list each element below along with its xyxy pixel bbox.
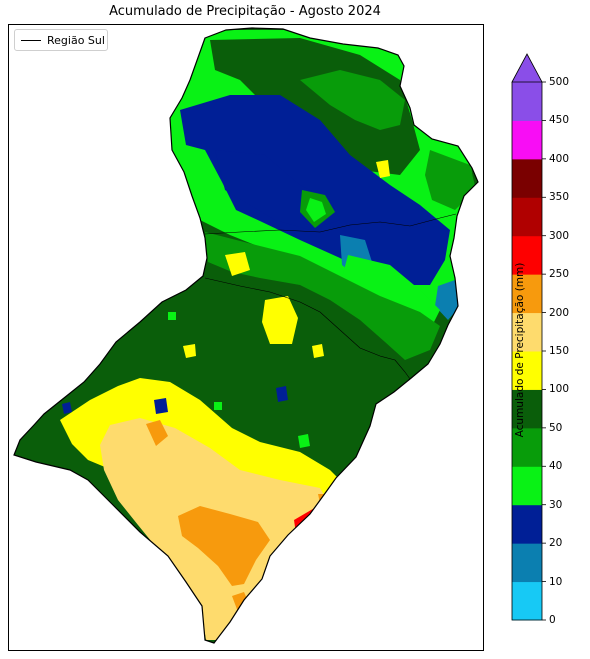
- colorbar-segment: [512, 389, 542, 429]
- colorbar-tick-label: 20: [549, 537, 563, 550]
- colorbar-extension: [511, 53, 543, 83]
- colorbar-segment: [512, 235, 542, 275]
- colorbar-segment: [512, 120, 542, 160]
- colorbar-segment: [512, 274, 542, 314]
- border-pr-sc: [204, 213, 457, 235]
- colorbar-tick-label: 50: [549, 421, 563, 434]
- colorbar: [511, 53, 546, 621]
- colorbar-segment: [512, 427, 542, 467]
- colorbar-tick-label: 350: [549, 191, 570, 204]
- colorbar-tick-label: 400: [549, 152, 570, 165]
- colorbar-tick-label: 500: [549, 76, 570, 88]
- colorbar-segment: [512, 158, 542, 198]
- colorbar-tick-label: 300: [549, 229, 570, 242]
- map-legend: Região Sul: [14, 29, 108, 51]
- colorbar-segment: [512, 351, 542, 390]
- colorbar-segment: [512, 197, 542, 237]
- border-sc-rs: [204, 277, 411, 380]
- colorbar-tick-label: 0: [549, 614, 556, 626]
- colorbar-segment: [512, 82, 542, 121]
- colorbar-tick-label: 40: [549, 460, 563, 473]
- colorbar-tick-label: 450: [549, 114, 570, 127]
- legend-label: Região Sul: [47, 33, 105, 47]
- colorbar-tick-label: 150: [549, 345, 570, 357]
- colorbar-tick-label: 200: [549, 306, 570, 319]
- colorbar-tick-label: 100: [549, 383, 570, 396]
- map-title: Acumulado de Precipitação - Agosto 2024: [109, 4, 381, 19]
- colorbar-tick-label: 30: [549, 498, 563, 511]
- colorbar-segment: [512, 543, 542, 583]
- colorbar-tick-label: 10: [549, 575, 563, 588]
- colorbar-segment: [512, 466, 542, 506]
- colorbar-tick-label: 250: [549, 268, 570, 281]
- colorbar-label: Acumulado de Precipitação (mm): [514, 262, 526, 438]
- legend-line-icon: [21, 39, 41, 41]
- colorbar-segment: [512, 581, 542, 621]
- colorbar-segment: [512, 312, 542, 352]
- region-outline: [13, 27, 479, 644]
- precipitation-field: [14, 28, 478, 643]
- colorbar-segment: [512, 504, 542, 544]
